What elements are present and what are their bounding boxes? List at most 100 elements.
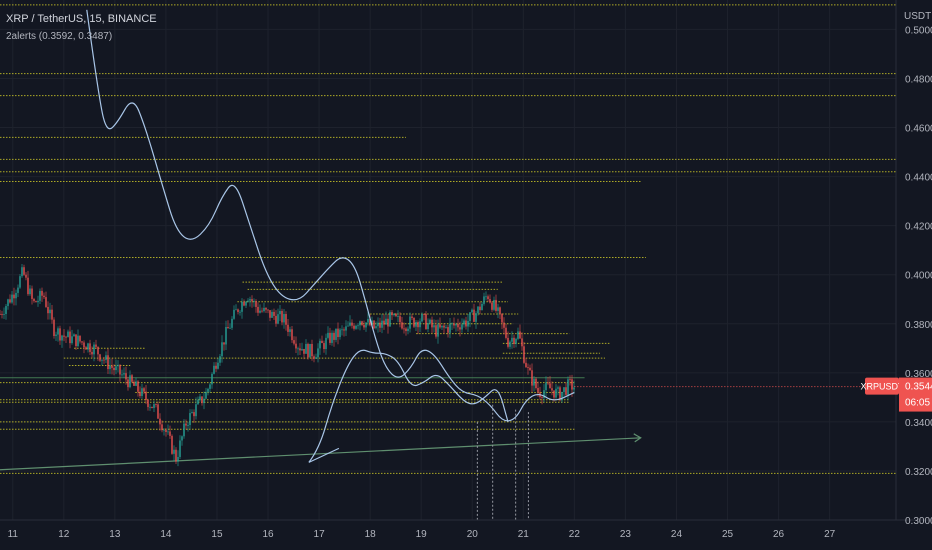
candle-body [311,343,313,357]
time-axis[interactable]: 11 12 13 14 15 16 17 18 19 20 21 22 23 24 25 26 27 [8,529,836,540]
candle-body [327,332,329,338]
projection-curve[interactable] [86,9,575,422]
candle-body [527,367,529,368]
candle-body [109,365,111,370]
symbol-badge-bg [865,377,899,395]
time-tick-label: 27 [824,529,836,540]
candle-body [567,379,569,395]
candle-body [223,342,225,345]
candle-body [179,440,181,457]
candle-body [411,316,413,318]
candle-body [333,332,335,340]
candle-body [65,336,67,338]
candle-body [397,316,399,317]
candle-body [57,328,59,335]
candle-body [141,388,143,397]
candle-body [97,346,99,355]
chart-title[interactable]: XRP / TetherUS, 15, BINANCE [6,13,157,25]
candle-body [375,326,377,329]
candle-body [529,367,531,371]
time-tick-label: 24 [671,529,683,540]
candle-body [565,387,567,395]
candle-body [37,300,39,303]
candle-body [169,431,171,436]
candle-body [263,307,265,312]
candle-body [337,328,339,338]
time-tick-label: 20 [467,529,479,540]
candle-body [459,327,461,330]
candle-body [21,267,23,277]
candle-body [435,325,437,337]
candle-body [163,429,165,431]
candle-body [443,325,445,328]
candle-body [165,429,167,433]
candle-body [49,309,51,314]
drawings[interactable] [86,9,575,463]
candle-body [571,379,573,390]
candle-body [431,319,433,328]
candle-body [191,412,193,414]
candle-body [295,343,297,349]
candle-body [451,323,453,325]
candle-body [553,390,555,398]
candle-body [511,337,513,342]
candle-body [555,388,557,398]
candle-body [361,321,363,325]
candle-body [51,309,53,320]
support-trendline[interactable] [0,437,641,471]
candle-body [269,310,271,318]
dotted-verticals[interactable] [476,404,529,520]
candle-body [91,351,93,355]
candle-body [43,295,45,298]
candle-body [561,391,563,401]
candle-body [127,379,129,388]
candle-body [61,335,63,341]
candle-body [463,320,465,325]
candle-body [83,342,85,348]
candle-body [267,309,269,311]
candle-body [363,324,365,328]
candle-body [349,322,351,326]
candle-body [391,312,393,316]
candle-body [399,316,401,323]
candle-body [543,390,545,398]
projection-curve-secondary[interactable] [308,349,509,463]
candle-body [225,326,227,345]
candle-body [241,301,243,312]
candle-body [221,342,223,357]
candle-body [409,316,411,329]
time-tick-label: 14 [160,529,172,540]
candle-body [215,365,217,369]
candle-body [357,325,359,327]
time-tick-label: 21 [518,529,530,540]
time-tick-label: 13 [109,529,121,540]
candle-body [189,413,191,426]
candle-body [157,404,159,419]
candle-body [515,338,517,344]
candle-body [59,328,61,341]
candle-body [129,375,131,388]
candle-body [317,348,319,358]
indicator-legend[interactable]: 2alerts (0.3592, 0.3487) [6,31,113,42]
candle-body [461,324,463,330]
candle-body [371,320,373,326]
candle-body [497,307,499,311]
projection-stroke[interactable] [308,447,340,463]
candle-body [155,404,157,405]
candle-body [509,341,511,347]
price-unit: USDT [904,11,932,22]
candle-body [175,449,177,462]
candle-body [237,309,239,312]
candle-body [469,312,471,321]
candle-body [87,343,89,350]
candle-body [183,423,185,437]
horizontal-levels[interactable] [0,4,896,474]
candle-body [297,348,299,350]
candle-body [321,340,323,344]
trendline-layer[interactable] [0,433,642,471]
candle-body [573,387,575,390]
